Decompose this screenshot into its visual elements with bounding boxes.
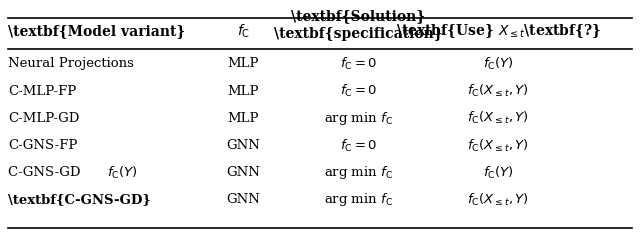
Text: MLP: MLP — [228, 112, 259, 125]
Text: $f_\mathrm{C} = 0$: $f_\mathrm{C} = 0$ — [340, 137, 377, 153]
Text: MLP: MLP — [228, 58, 259, 71]
Text: $f_\mathrm{C} = 0$: $f_\mathrm{C} = 0$ — [340, 56, 377, 72]
Text: GNN: GNN — [227, 193, 260, 206]
Text: \textbf{Use} $X_{\leq t}$\textbf{?}: \textbf{Use} $X_{\leq t}$\textbf{?} — [396, 22, 601, 40]
Text: arg min $f_\mathrm{C}$: arg min $f_\mathrm{C}$ — [324, 191, 393, 208]
Text: arg min $f_\mathrm{C}$: arg min $f_\mathrm{C}$ — [324, 164, 393, 181]
Text: arg min $f_\mathrm{C}$: arg min $f_\mathrm{C}$ — [324, 110, 393, 127]
Text: $f_\mathrm{C}(X_{\leq t}, Y)$: $f_\mathrm{C}(X_{\leq t}, Y)$ — [467, 192, 529, 208]
Text: $f_\mathrm{C}(X_{\leq t}, Y)$: $f_\mathrm{C}(X_{\leq t}, Y)$ — [467, 83, 529, 99]
Text: \textbf{Model variant}: \textbf{Model variant} — [8, 24, 185, 38]
Text: C-MLP-FP: C-MLP-FP — [8, 85, 76, 98]
Text: $f_\mathrm{C}(X_{\leq t}, Y)$: $f_\mathrm{C}(X_{\leq t}, Y)$ — [467, 110, 529, 126]
Text: MLP: MLP — [228, 85, 259, 98]
Text: GNN: GNN — [227, 139, 260, 152]
Text: $f_\mathrm{C}$: $f_\mathrm{C}$ — [237, 22, 250, 40]
Text: $f_\mathrm{C}(Y)$: $f_\mathrm{C}(Y)$ — [483, 56, 514, 72]
Text: Neural Projections: Neural Projections — [8, 58, 134, 71]
Text: $f_\mathrm{C} = 0$: $f_\mathrm{C} = 0$ — [340, 83, 377, 99]
Text: GNN: GNN — [227, 166, 260, 179]
Text: $f_\mathrm{C}(Y)$: $f_\mathrm{C}(Y)$ — [483, 165, 514, 181]
Text: \textbf{C-GNS-GD}: \textbf{C-GNS-GD} — [8, 193, 150, 206]
Text: $f_\mathrm{C}(Y)$: $f_\mathrm{C}(Y)$ — [106, 165, 138, 181]
Text: C-MLP-GD: C-MLP-GD — [8, 112, 79, 125]
Text: C-GNS-GD: C-GNS-GD — [8, 166, 84, 179]
Text: \textbf{Solution}
\textbf{specification}: \textbf{Solution} \textbf{specification} — [274, 9, 442, 41]
Text: $f_\mathrm{C}(X_{\leq t}, Y)$: $f_\mathrm{C}(X_{\leq t}, Y)$ — [467, 137, 529, 153]
Text: C-GNS-FP: C-GNS-FP — [8, 139, 77, 152]
